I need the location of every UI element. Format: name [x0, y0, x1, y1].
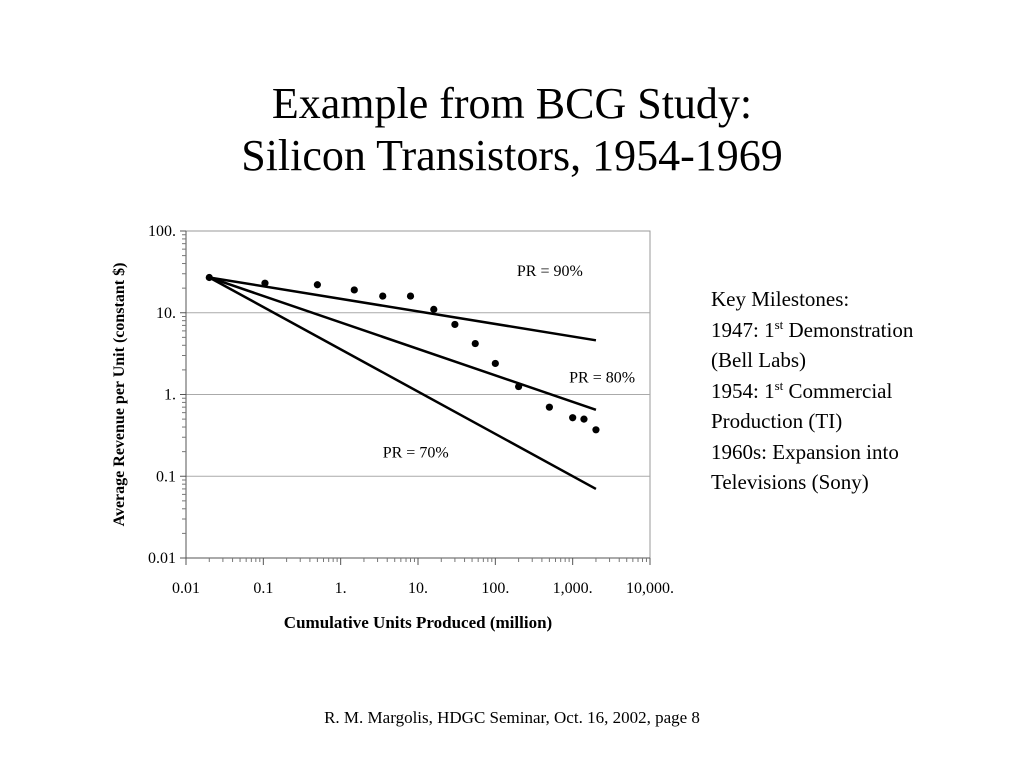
data-point: [313, 281, 321, 289]
y-tick-label: 100.: [148, 223, 176, 240]
pr-line: [209, 276, 597, 342]
data-point: [491, 359, 499, 368]
x-tick-label: 0.1: [253, 580, 273, 597]
slide-title-line1: Example from BCG Study:: [271, 79, 753, 128]
x-tick-label: 1.: [335, 580, 347, 597]
data-point: [471, 339, 479, 348]
pr-line: [208, 276, 597, 411]
y-tick-label: 10.: [156, 305, 176, 322]
x-tick-label: 10,000.: [626, 580, 674, 597]
learning-curve-chart: 0.01 0.1 1. 10. 100. 1,000. 10,000. 0.01 0.1 1. 10…: [111, 223, 674, 632]
data-point: [592, 426, 600, 434]
data-point: [545, 403, 553, 411]
data-point: [580, 415, 588, 423]
pr-line-label: PR = 90%: [517, 263, 583, 280]
x-axis-label: Cumulative Units Produced (million): [284, 613, 552, 632]
data-point: [430, 305, 438, 313]
milestone-1954-detail: Production (TI): [711, 409, 843, 433]
data-point: [205, 273, 213, 282]
data-point: [406, 292, 415, 300]
milestones-heading: Key Milestones:: [711, 287, 850, 311]
slide-title-line2: Silicon Transistors, 1954-1969: [241, 131, 783, 180]
milestone-1960s-detail: Televisions (Sony): [711, 470, 869, 494]
milestone-1947-detail: (Bell Labs): [711, 348, 807, 372]
x-tick-label: 0.01: [172, 580, 200, 597]
x-tick-label: 100.: [481, 580, 509, 597]
y-tick-label: 0.1: [156, 468, 176, 485]
key-milestones: Key Milestones: 1947: 1st Demonstration …: [711, 284, 1011, 498]
data-point: [515, 382, 523, 391]
data-point: [569, 414, 577, 422]
milestone-1947: 1947: 1st Demonstration: [711, 316, 914, 342]
y-tick-label: 1.: [164, 387, 176, 404]
slide-footer: R. M. Margolis, HDGC Seminar, Oct. 16, 2…: [324, 708, 700, 727]
milestone-1954: 1954: 1st Commercial: [711, 377, 893, 403]
pr-line-label: PR = 70%: [383, 444, 449, 461]
y-axis-label: Average Revenue per Unit (constant $): [111, 263, 128, 527]
milestone-1960s: 1960s: Expansion into: [711, 439, 899, 464]
x-tick-label: 1,000.: [553, 580, 593, 597]
y-tick-label: 0.01: [148, 550, 176, 567]
data-point: [451, 320, 459, 329]
data-point: [379, 292, 387, 300]
data-point: [350, 286, 358, 294]
pr-line: [208, 276, 597, 491]
x-tick-label: 10.: [408, 580, 428, 597]
pr-line-label: PR = 80%: [569, 370, 635, 387]
data-point: [261, 279, 269, 287]
slide-title: Example from BCG Study: Silicon Transist…: [0, 78, 1024, 182]
